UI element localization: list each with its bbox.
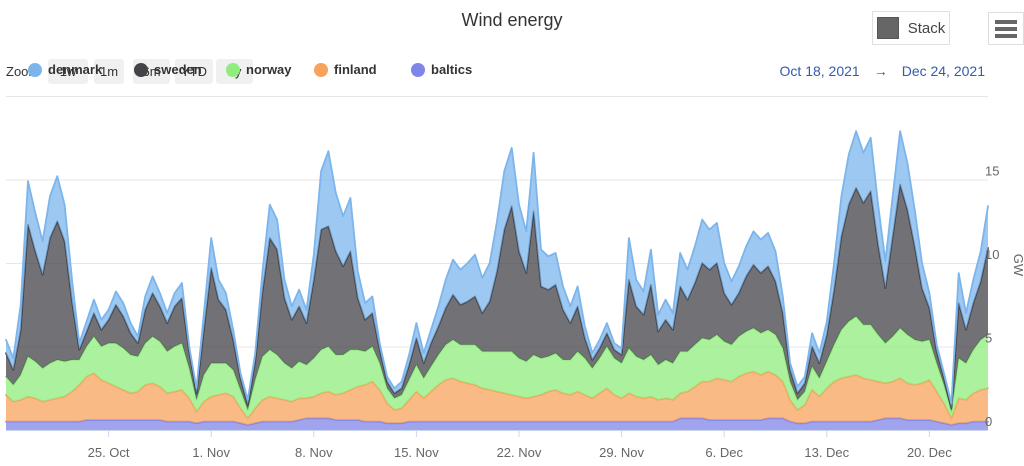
legend: denmark sweden norway finland baltics	[0, 62, 770, 82]
y-axis-label: 15	[985, 164, 999, 179]
legend-item-finland[interactable]: finland	[314, 62, 377, 77]
baltics-marker-icon	[411, 62, 425, 77]
y-axis-title: GW	[1011, 254, 1024, 277]
x-axis-label: 6. Dec	[705, 445, 743, 460]
area-denmark	[6, 131, 988, 409]
stack-button-label: Stack	[907, 19, 946, 37]
denmark-marker-icon	[28, 62, 42, 77]
legend-item-norway[interactable]: norway	[226, 62, 292, 77]
range-button-ytd[interactable]: YTD	[175, 59, 213, 84]
area-norway	[6, 316, 988, 419]
range-button-1m[interactable]: 1m	[94, 59, 124, 84]
legend-item-denmark[interactable]: denmark	[28, 62, 102, 77]
x-axis-label: 8. Nov	[295, 445, 333, 460]
stack-swatch-icon	[876, 17, 899, 39]
y-axis-label: 5	[985, 331, 992, 346]
area-finland	[6, 371, 988, 425]
x-axis-label: 13. Dec	[804, 445, 849, 460]
finland-marker-icon	[314, 62, 328, 77]
x-axis-label: 25. Oct	[88, 445, 130, 460]
norway-marker-icon	[226, 62, 240, 77]
date-arrow-icon: →	[873, 63, 888, 79]
x-axis-label: 29. Nov	[599, 445, 644, 460]
area-sweden	[6, 184, 988, 412]
y-axis-label: 0	[985, 414, 992, 429]
date-from-input[interactable]: Oct 18, 2021	[779, 63, 860, 79]
date-to-input[interactable]: Dec 24, 2021	[901, 63, 985, 79]
x-axis-label: 22. Nov	[497, 445, 542, 460]
range-button-1w[interactable]: 1w	[48, 59, 88, 84]
sweden-marker-icon	[134, 62, 148, 77]
chart-title: Wind energy	[461, 10, 563, 30]
hamburger-menu-icon[interactable]	[988, 12, 1024, 45]
legend-item-baltics[interactable]: baltics	[411, 62, 472, 77]
x-axis-label: 1. Nov	[192, 445, 230, 460]
date-range: Oct 18, 2021 → Dec 24, 2021	[780, 63, 985, 79]
x-axis-label: 15. Nov	[394, 445, 439, 460]
x-axis-label: 20. Dec	[907, 445, 952, 460]
area-baltics	[6, 418, 988, 430]
line-denmark	[5, 130, 989, 405]
y-axis-label: 10	[985, 247, 999, 262]
stack-toggle-button[interactable]: Stack	[872, 11, 950, 45]
legend-item-sweden[interactable]: sweden	[134, 62, 202, 77]
